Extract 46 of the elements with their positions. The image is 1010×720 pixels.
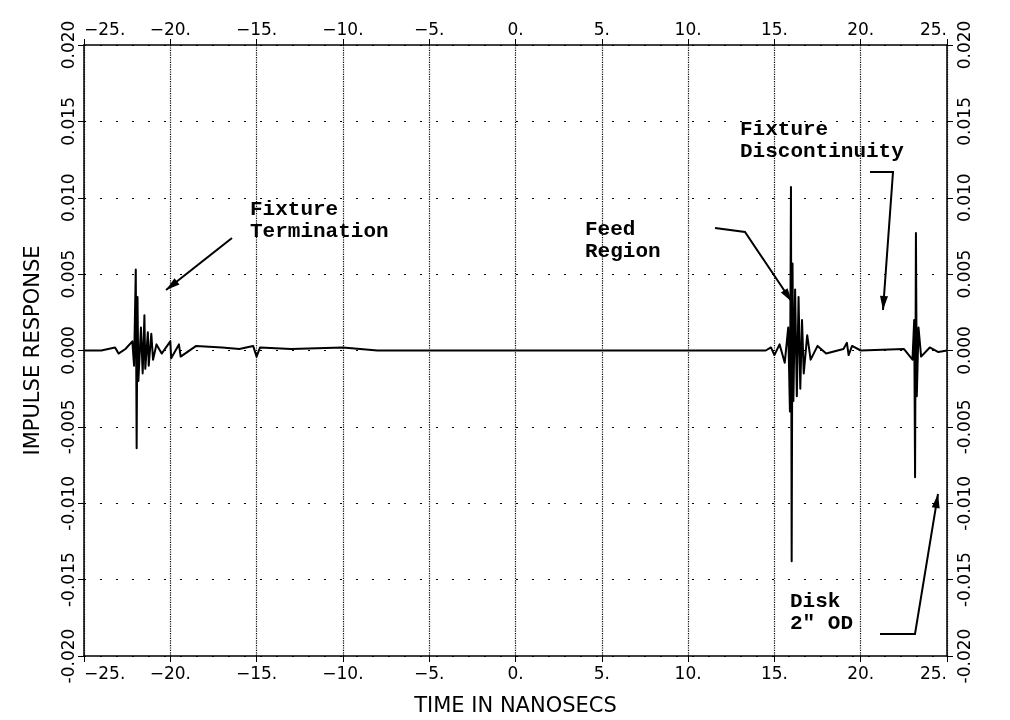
- x2-tick-label: −10.: [322, 18, 364, 39]
- x2-tick-label: 15.: [760, 18, 788, 39]
- x2-tick-label: 20.: [847, 18, 875, 39]
- annotation: Disk 2" OD: [790, 589, 854, 635]
- y-tick-label: -0.005: [57, 399, 78, 455]
- y-tick-label: 0.010: [57, 173, 78, 223]
- y2-tick-label: -0.010: [953, 475, 974, 531]
- x-tick-label: 5.: [593, 662, 610, 683]
- x2-tick-label: 10.: [674, 18, 702, 39]
- y-tick-label: -0.015: [57, 552, 78, 608]
- x-tick-label: 10.: [674, 662, 702, 683]
- y-tick-label: 0.020: [57, 20, 78, 70]
- y2-tick-label: -0.005: [953, 399, 974, 455]
- x-tick-label: −15.: [235, 662, 278, 683]
- x-tick-label: 20.: [847, 662, 875, 683]
- y-axis-title: IMPULSE RESPONSE: [19, 245, 44, 456]
- x2-tick-label: −5.: [413, 18, 445, 39]
- y-tick-label: -0.020: [57, 628, 78, 684]
- x-tick-label: 15.: [760, 662, 788, 683]
- x-tick-label: −10.: [322, 662, 364, 683]
- y-tick-label: -0.010: [57, 475, 78, 531]
- annotation: Feed Region: [585, 217, 661, 263]
- y-tick-label: 0.000: [57, 326, 78, 375]
- x2-tick-label: 5.: [593, 18, 610, 39]
- x2-tick-label: −25.: [84, 18, 126, 39]
- y2-tick-label: 0.015: [953, 97, 974, 146]
- x-axis-title: TIME IN NANOSECS: [413, 692, 617, 717]
- x2-tick-label: 25.: [919, 18, 947, 39]
- y2-tick-label: -0.020: [953, 628, 974, 684]
- annotation: Fixture Termination: [250, 197, 389, 243]
- x-tick-label: 0.: [507, 662, 524, 683]
- x-tick-label: −25.: [84, 662, 126, 683]
- y-tick-label: 0.005: [57, 249, 78, 299]
- x2-tick-label: −20.: [149, 18, 191, 39]
- y2-tick-label: 0.005: [953, 249, 974, 299]
- y2-tick-label: 0.000: [953, 326, 974, 375]
- x-tick-label: −5.: [413, 662, 445, 683]
- y-tick-label: 0.015: [57, 97, 78, 146]
- y2-tick-label: 0.010: [953, 173, 974, 223]
- x2-tick-label: −15.: [235, 18, 278, 39]
- x2-tick-label: 0.: [507, 18, 524, 39]
- y2-tick-label: 0.020: [953, 20, 974, 70]
- x-tick-label: 25.: [919, 662, 947, 683]
- x-tick-label: −20.: [149, 662, 191, 683]
- annotation: Fixture Discontinuity: [740, 117, 905, 163]
- y2-tick-label: -0.015: [953, 552, 974, 608]
